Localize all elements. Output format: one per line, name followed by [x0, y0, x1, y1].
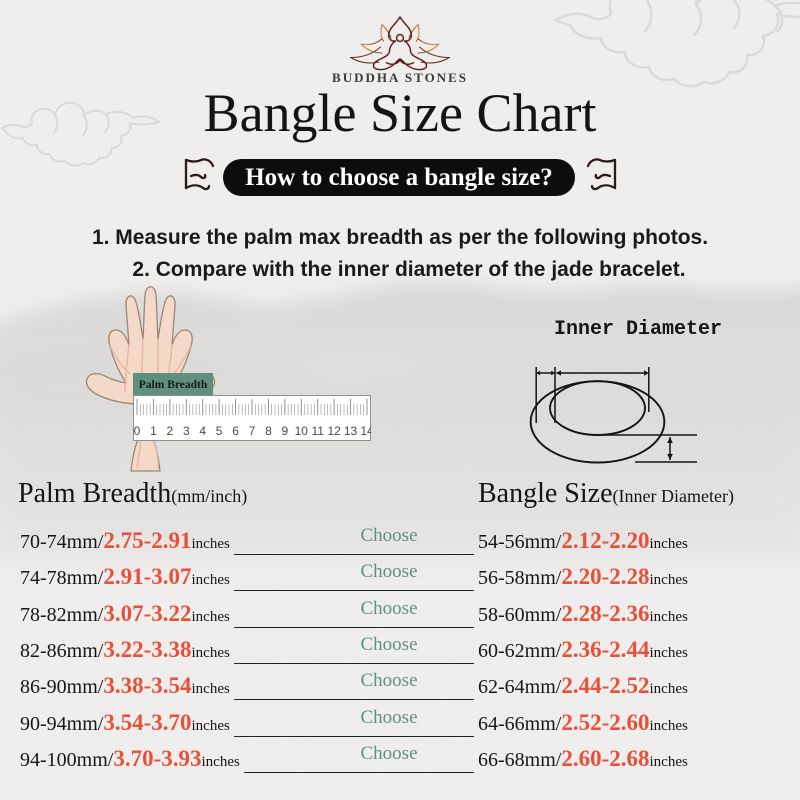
svg-text:13: 13: [344, 424, 358, 438]
svg-text:8: 8: [265, 424, 272, 438]
svg-text:4: 4: [199, 424, 206, 438]
svg-text:10: 10: [295, 424, 309, 438]
svg-text:14: 14: [360, 424, 371, 438]
svg-text:7: 7: [249, 424, 256, 438]
svg-text:2: 2: [167, 424, 174, 438]
svg-text:9: 9: [282, 424, 289, 438]
svg-text:3: 3: [183, 424, 190, 438]
svg-text:0: 0: [134, 424, 141, 438]
svg-text:6: 6: [232, 424, 239, 438]
svg-text:11: 11: [311, 424, 324, 438]
svg-text:1: 1: [150, 424, 157, 438]
svg-text:5: 5: [216, 424, 223, 438]
svg-text:12: 12: [327, 424, 341, 438]
